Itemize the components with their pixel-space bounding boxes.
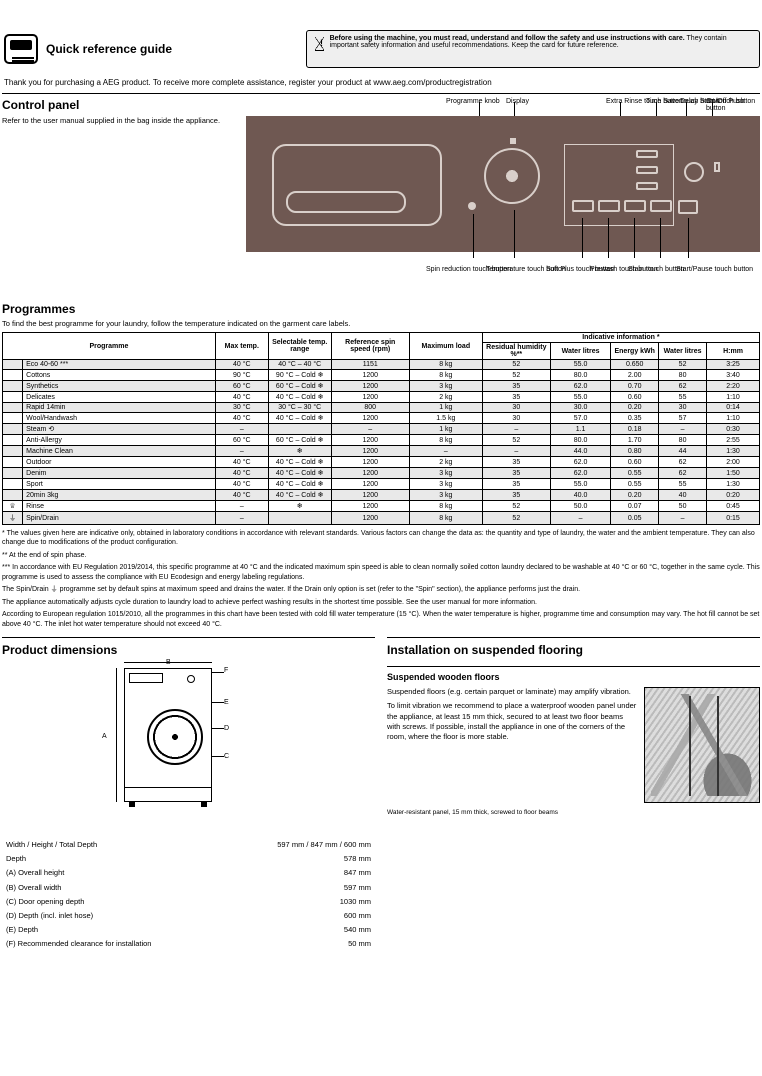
table-row: (E) Depth540 mm bbox=[2, 923, 375, 937]
table-row: Delicates40 °C40 °C – Cold ❄12002 kg3555… bbox=[3, 392, 760, 403]
manual-icon bbox=[4, 34, 38, 64]
programmes-table: Programme Max temp. Selectable temp. ran… bbox=[2, 332, 760, 525]
warning-text-bold: Before using the machine, you must read,… bbox=[330, 35, 685, 42]
table-footnotes: * The values given here are indicative o… bbox=[2, 529, 760, 629]
table-row: (F) Recommended clearance for installati… bbox=[2, 937, 375, 951]
fn2-text: At the end of spin phase. bbox=[9, 552, 86, 559]
th-load: Maximum load bbox=[409, 333, 482, 360]
installation-col: Installation on suspended flooring Suspe… bbox=[387, 637, 760, 951]
table-row: (A) Overall height847 mm bbox=[2, 866, 375, 880]
installation-heading: Installation on suspended flooring bbox=[387, 637, 760, 658]
dimensions-col: Product dimensions A B F E D C bbox=[2, 637, 375, 951]
fn1-mark: * bbox=[2, 530, 5, 537]
page-title: Quick reference guide bbox=[46, 42, 306, 56]
installation-caption: Water-resistant panel, 15 mm thick, scre… bbox=[387, 809, 760, 818]
table-row: Synthetics60 °C60 °C – Cold ❄12003 kg356… bbox=[3, 381, 760, 392]
th-wc: Water litres bbox=[659, 343, 707, 360]
header-row: Quick reference guide Before using the m… bbox=[2, 30, 760, 76]
table-row: Rapid 14min30 °C30 °C – 30 °C8001 kg3030… bbox=[3, 403, 760, 413]
safety-warning: Before using the machine, you must read,… bbox=[306, 30, 760, 68]
table-row: ⏚Spin/Drain–12008 kg52–0.05–0:15 bbox=[3, 512, 760, 525]
table-row: 20min 3kg40 °C40 °C – Cold ❄12003 kg3540… bbox=[3, 490, 760, 501]
pn1: The Spin/Drain ⏚ programme set by defaul… bbox=[2, 585, 760, 594]
th-tempmax: Max temp. bbox=[215, 333, 268, 360]
control-panel-callouts: Programme knob Display Extra Rinse touch… bbox=[246, 258, 760, 292]
th-spin: Reference spin speed (rpm) bbox=[331, 333, 409, 360]
table-row: Wool/Handwash40 °C40 °C – Cold ❄12001.5 … bbox=[3, 413, 760, 424]
callout-g: On/Off Push button bbox=[706, 98, 760, 112]
th-wl: Water litres bbox=[550, 343, 610, 360]
table-row: (B) Overall width597 mm bbox=[2, 881, 375, 895]
th-prog: Programme bbox=[3, 333, 216, 360]
th-tempsel: Selectable temp. range bbox=[268, 333, 331, 360]
fn1-text: The values given here are indicative onl… bbox=[2, 530, 755, 546]
dimensions-heading: Product dimensions bbox=[2, 637, 375, 658]
table-row: Machine Clean–❄1200––44.00.80441:30 bbox=[3, 446, 760, 457]
installation-subheading: Suspended wooden floors bbox=[387, 666, 760, 683]
th-rh: Residual humidity %** bbox=[482, 343, 550, 360]
fn3-mark: *** bbox=[2, 564, 10, 571]
dimensions-diagram: A B F E D C bbox=[2, 662, 375, 832]
table-row: Sport40 °C40 °C – Cold ❄12003 kg3555.00.… bbox=[3, 479, 760, 490]
table-body: Eco 40-60 ***40 °C40 °C – 40 °C11518 kg5… bbox=[3, 360, 760, 525]
table-row: Depth578 mm bbox=[2, 852, 375, 866]
thanks-line: Thank you for purchasing a AEG product. … bbox=[4, 78, 760, 87]
th-dur: H:mm bbox=[707, 343, 760, 360]
warning-icon bbox=[315, 37, 324, 51]
control-panel-diagram bbox=[246, 116, 760, 252]
table-row: Anti-Allergy60 °C60 °C – Cold ❄12008 kg5… bbox=[3, 435, 760, 446]
programmes-heading: Programmes bbox=[2, 302, 760, 316]
table-row: (C) Door opening depth1030 mm bbox=[2, 895, 375, 909]
table-row: Steam ⟲––1 kg–1.10.18–0:30 bbox=[3, 424, 760, 435]
two-column-section: Product dimensions A B F E D C bbox=[2, 637, 760, 951]
fn2-mark: ** bbox=[2, 552, 7, 559]
callout-a: Programme knob bbox=[446, 98, 500, 105]
table-row: Outdoor40 °C40 °C – Cold ❄12002 kg3562.0… bbox=[3, 457, 760, 468]
control-panel-row: Refer to the user manual supplied in the… bbox=[2, 116, 760, 292]
programmes-note: To find the best programme for your laun… bbox=[2, 319, 760, 328]
table-row: Denim40 °C40 °C – Cold ❄12003 kg3562.00.… bbox=[3, 468, 760, 479]
table-row: (D) Depth (incl. inlet hose)600 mm bbox=[2, 909, 375, 923]
table-head: Programme Max temp. Selectable temp. ran… bbox=[3, 333, 760, 360]
fn3-text: In accordance with EU Regulation 2019/20… bbox=[2, 564, 760, 580]
table-row: ♕Rinse–❄12008 kg5250.00.07500:45 bbox=[3, 501, 760, 512]
table-row: Cottons90 °C90 °C – Cold ❄12008 kg5280.0… bbox=[3, 370, 760, 381]
table-row: Eco 40-60 ***40 °C40 °C – 40 °C11518 kg5… bbox=[3, 360, 760, 370]
control-panel-intro: Refer to the user manual supplied in the… bbox=[2, 116, 238, 126]
dimensions-table: Width / Height / Total Depth597 mm / 847… bbox=[2, 838, 375, 951]
th-ec: Energy kWh bbox=[611, 343, 659, 360]
pn-coldwater: According to European regulation 1015/20… bbox=[2, 610, 760, 629]
table-row: Width / Height / Total Depth597 mm / 847… bbox=[2, 838, 375, 852]
callout-b: Display bbox=[506, 98, 529, 105]
pn2: The appliance automatically adjusts cycl… bbox=[2, 598, 760, 607]
callout-h: Start/Pause touch button bbox=[676, 266, 753, 273]
installation-illustration bbox=[644, 687, 760, 803]
th-indic: Indicative information * bbox=[482, 333, 759, 343]
